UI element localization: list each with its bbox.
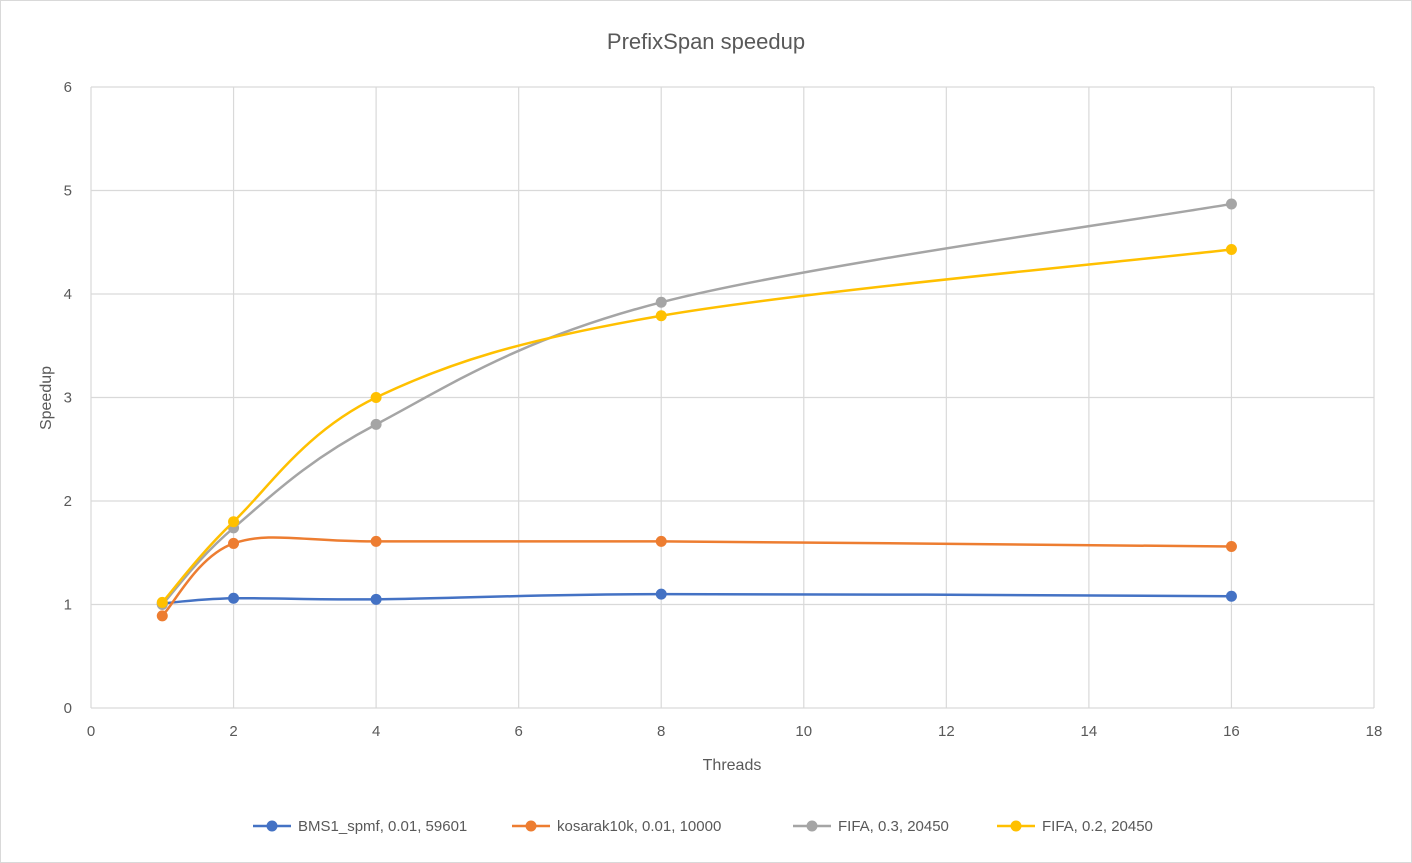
legend-swatch-marker xyxy=(266,820,278,832)
x-tick-label: 4 xyxy=(372,723,380,740)
data-point xyxy=(655,310,667,322)
series-layer xyxy=(156,198,1237,622)
y-tick-label: 0 xyxy=(64,700,72,717)
series-3 xyxy=(156,198,1237,610)
x-tick-label: 14 xyxy=(1081,723,1098,740)
data-point xyxy=(370,593,382,605)
data-point xyxy=(156,596,168,608)
legend-swatch-marker xyxy=(806,820,818,832)
legend-swatch-marker xyxy=(525,820,537,832)
x-axis-title: Threads xyxy=(703,757,762,774)
legend-item: FIFA, 0.3, 20450 xyxy=(793,818,949,835)
y-tick-label: 3 xyxy=(64,390,72,407)
legend: BMS1_spmf, 0.01, 59601 kosarak10k, 0.01, … xyxy=(253,818,1153,835)
chart-title: PrefixSpan speedup xyxy=(607,29,805,54)
series-2 xyxy=(156,535,1237,622)
series-line xyxy=(161,248,1233,604)
gridlines xyxy=(90,86,1375,709)
data-point xyxy=(1225,541,1237,553)
y-tick-label: 5 xyxy=(64,183,72,200)
data-point xyxy=(228,592,240,604)
x-tick-label: 12 xyxy=(938,723,955,740)
legend-swatch-marker xyxy=(1010,820,1022,832)
data-point xyxy=(655,535,667,547)
y-tick-label: 2 xyxy=(64,493,72,510)
data-point xyxy=(1225,243,1237,255)
data-point xyxy=(1225,198,1237,210)
x-tick-label: 16 xyxy=(1223,723,1240,740)
data-point xyxy=(1225,590,1237,602)
legend-label: kosarak10k, 0.01, 10000 xyxy=(557,818,721,835)
y-axis-title: Speedup xyxy=(38,366,55,430)
series-4 xyxy=(156,243,1237,608)
series-line xyxy=(161,592,1233,605)
x-tick-labels: 0 2 4 6 8 10 12 14 16 18 xyxy=(87,723,1383,740)
legend-label: FIFA, 0.3, 20450 xyxy=(838,818,949,835)
data-point xyxy=(655,296,667,308)
legend-label: FIFA, 0.2, 20450 xyxy=(1042,818,1153,835)
data-point xyxy=(370,535,382,547)
x-tick-label: 10 xyxy=(795,723,812,740)
legend-item: kosarak10k, 0.01, 10000 xyxy=(512,818,721,835)
y-tick-label: 4 xyxy=(64,286,72,303)
y-tick-label: 6 xyxy=(64,79,72,96)
legend-item: BMS1_spmf, 0.01, 59601 xyxy=(253,818,467,835)
series-1 xyxy=(156,588,1237,609)
legend-item: FIFA, 0.2, 20450 xyxy=(997,818,1153,835)
data-point xyxy=(370,392,382,403)
x-tick-label: 6 xyxy=(514,723,522,740)
x-tick-label: 0 xyxy=(87,723,95,740)
data-point xyxy=(228,537,240,549)
data-point xyxy=(655,588,667,600)
x-tick-label: 8 xyxy=(657,723,665,740)
y-tick-labels: 0 1 2 3 4 5 6 xyxy=(64,79,72,717)
y-tick-label: 1 xyxy=(64,597,72,614)
x-tick-label: 18 xyxy=(1366,723,1383,740)
x-tick-label: 2 xyxy=(229,723,237,740)
data-point xyxy=(228,516,240,528)
data-point xyxy=(156,610,168,622)
data-point xyxy=(370,418,382,430)
legend-label: BMS1_spmf, 0.01, 59601 xyxy=(298,818,467,835)
